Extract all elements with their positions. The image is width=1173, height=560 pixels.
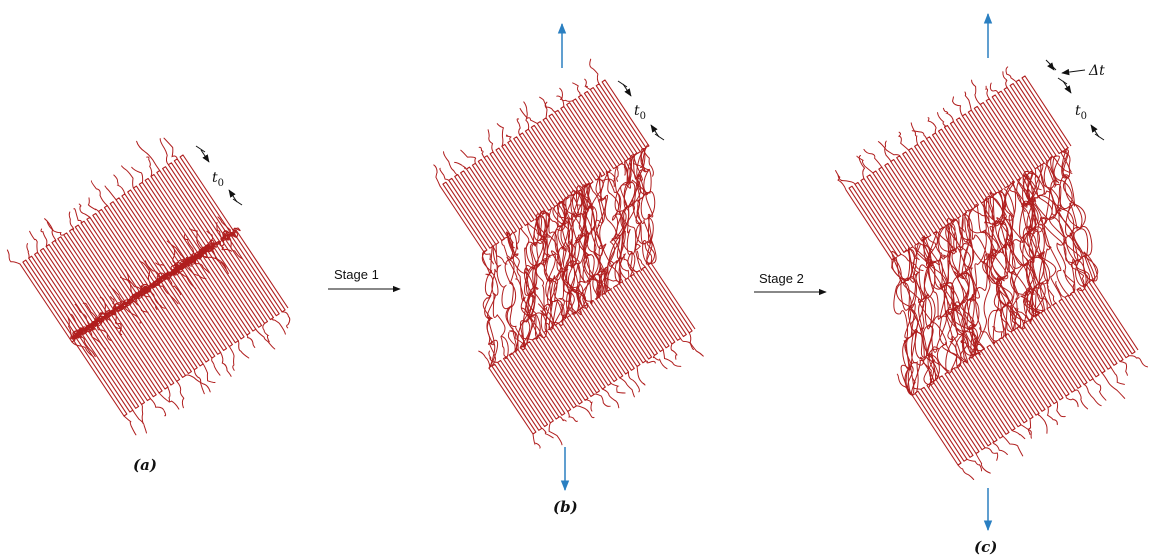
amorphous-region [481, 144, 657, 369]
delta-thickness-dimension: Δt [1045, 59, 1105, 79]
amorphous-region [69, 227, 241, 340]
crystalline-lamella-top [433, 58, 654, 265]
thickness-dimension-b: t0 [617, 80, 665, 141]
panel-label-b: (b) [553, 498, 578, 516]
stage-1-transition: Stage 1 [328, 267, 401, 293]
panel-a: t0 (a) [6, 137, 291, 474]
thickness-label-a: t0 [212, 170, 224, 189]
panel-b: t0 (b) [433, 22, 704, 516]
crystalline-lamella-bottom [896, 269, 1148, 480]
thickness-dimension-a: t0 [195, 145, 243, 206]
panel-c: Δt t0 (c) [835, 12, 1148, 556]
panel-label-c: (c) [974, 538, 997, 556]
delta-thickness-label: Δt [1088, 63, 1105, 79]
stage-1-label: Stage 1 [334, 267, 379, 282]
thickness-label-b: t0 [634, 103, 646, 122]
stage-2-transition: Stage 2 [754, 271, 827, 296]
panel-label-a: (a) [133, 456, 157, 474]
thickness-dimension-c: t0 [1057, 77, 1105, 141]
amorphous-region [891, 147, 1099, 396]
stage-2-label: Stage 2 [759, 271, 804, 286]
thickness-label-c: t0 [1075, 103, 1087, 122]
